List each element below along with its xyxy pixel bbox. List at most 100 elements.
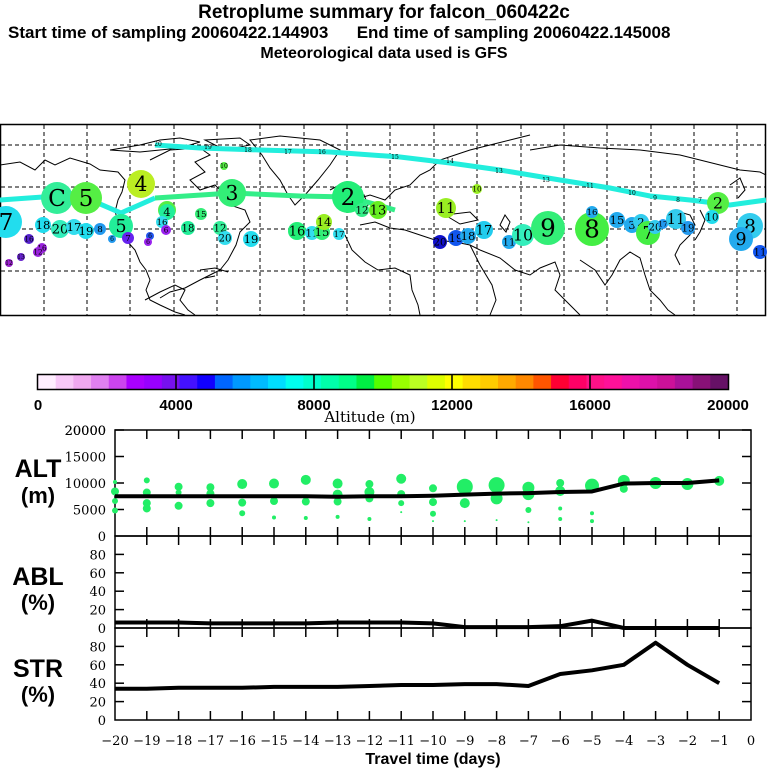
- cluster-circle: [316, 214, 332, 230]
- x-tick-label: −12: [356, 734, 383, 749]
- cluster-marker: 10: [220, 162, 228, 170]
- altitude-point: [590, 511, 594, 516]
- cluster-day-label: 2: [341, 184, 356, 211]
- trajectory-day-label: 19: [204, 144, 212, 151]
- cluster-circle: [475, 221, 493, 239]
- colorbar-cell: [73, 375, 92, 389]
- coastline-black-sea: [443, 211, 479, 225]
- coastline-africa: [344, 234, 497, 316]
- altitude-point: [367, 517, 372, 522]
- x-tick-label: −14: [292, 734, 319, 749]
- colorbar-cell: [515, 375, 534, 389]
- colorbar-cell: [338, 375, 357, 389]
- cluster-day-label: 8: [584, 215, 600, 244]
- cluster-day-label: 11: [503, 238, 516, 249]
- cluster-marker: 11: [436, 198, 456, 218]
- cluster-marker: 16: [288, 222, 306, 240]
- cluster-marker: 13: [369, 201, 387, 219]
- panel-unit-label: (m): [21, 483, 55, 508]
- cluster-circle: [586, 206, 598, 218]
- cluster-day-label: 9: [540, 214, 556, 243]
- colorbar-cell: [444, 375, 464, 389]
- cluster-marker: 19: [681, 221, 695, 235]
- coastline-japan: [694, 209, 706, 241]
- colorbar-cells: [38, 375, 729, 389]
- cluster-marker: C: [41, 182, 73, 214]
- cluster-circle: [355, 203, 369, 217]
- cluster-day-label: 12: [33, 248, 42, 257]
- altitude-point: [112, 507, 118, 514]
- trajectory-day-label: 16: [318, 149, 326, 156]
- cluster-day-label: 17: [476, 224, 493, 239]
- cluster-circle: [159, 204, 175, 220]
- cluster-circle: [575, 212, 609, 246]
- colorbar-cell: [462, 375, 481, 389]
- cluster-day-label: 13: [370, 204, 387, 219]
- coastline-india-se-asia: [579, 251, 676, 316]
- cluster-circle: [78, 223, 94, 239]
- cluster-marker: 5: [109, 214, 133, 238]
- cluster-circle: [156, 216, 168, 228]
- colorbar-cell: [621, 375, 641, 389]
- altitude-point: [332, 478, 343, 489]
- cluster-marker: 12: [355, 203, 369, 217]
- colorbar-cell: [197, 375, 216, 389]
- colorbar-cell: [674, 375, 694, 389]
- cluster-circle: [17, 253, 25, 261]
- series-line: [115, 640, 721, 691]
- trajectory-day-label: 9: [653, 195, 657, 202]
- y-tick-label: 20000: [65, 424, 106, 439]
- cluster-marker: 17: [658, 219, 668, 229]
- cluster-day-label: 2: [713, 194, 723, 213]
- cluster-day-label: 4: [163, 205, 170, 219]
- cluster-marker: 16: [586, 206, 598, 218]
- cluster-marker: 13: [17, 253, 25, 261]
- cluster-circle: [181, 221, 195, 235]
- cluster-marker: 9: [531, 211, 565, 245]
- trajectory-day-label: 13: [495, 168, 503, 175]
- altitude-point: [396, 473, 407, 484]
- cluster-day-label: 6: [164, 226, 169, 235]
- colorbar-cell: [303, 375, 322, 389]
- cluster-marker: 18: [460, 228, 476, 244]
- cluster-markers: 7C54325441820171981618151220191611151417…: [0, 162, 767, 267]
- cluster-day-label: 10: [472, 185, 482, 194]
- coastline-caspian: [499, 214, 511, 233]
- colorbar-cell: [144, 375, 163, 389]
- colorbar-label: Altitude (m): [323, 408, 415, 426]
- x-tick-label: −20: [101, 734, 128, 749]
- met-data-label: Meteorological data used is GFS: [260, 45, 508, 62]
- altitude-point: [527, 521, 530, 524]
- altitude-point: [365, 480, 374, 489]
- cluster-marker: 2: [707, 192, 729, 214]
- colorbar-cell: [285, 375, 304, 389]
- x-tick-label: −4: [614, 734, 633, 749]
- altitude-point: [111, 487, 119, 496]
- y-tick-label: 20: [89, 696, 106, 711]
- cluster-circle: [502, 235, 516, 249]
- cluster-day-label: 4: [135, 172, 148, 196]
- altitude-point: [206, 499, 215, 508]
- altitude-point: [619, 484, 628, 493]
- altitude-point: [174, 501, 183, 510]
- cluster-day-label: 3: [226, 181, 239, 205]
- cluster-day-label: 11: [754, 248, 767, 259]
- cluster-day-label: 2: [637, 215, 644, 229]
- cluster-circle: [218, 179, 246, 207]
- cluster-circle: [436, 198, 456, 218]
- cluster-day-label: 8: [97, 225, 103, 235]
- cluster-day-label: 17: [333, 230, 344, 240]
- cluster-marker: 11: [502, 235, 516, 249]
- coastline-caribbean: [199, 267, 229, 279]
- cluster-day-label: 9: [735, 230, 746, 250]
- altitude-point: [272, 515, 276, 520]
- cluster-circle: [195, 208, 207, 220]
- cluster-day-label: 6: [146, 239, 150, 246]
- x-tick-label: −17: [197, 734, 224, 749]
- cluster-circle: [658, 219, 668, 229]
- cluster-day-label: 3: [628, 218, 635, 232]
- altitude-point: [463, 520, 466, 523]
- x-tick-label: −10: [419, 734, 446, 749]
